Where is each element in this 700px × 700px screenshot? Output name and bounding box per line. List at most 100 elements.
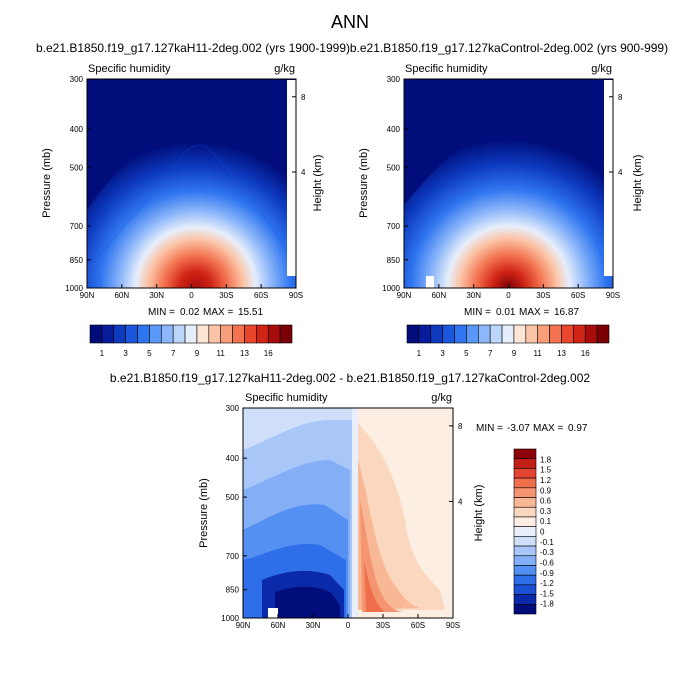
y-tick-label: 700 (387, 222, 401, 231)
colorbar-swatch (513, 324, 527, 344)
x-tick-label: 90N (397, 291, 412, 300)
y-tick-label: 500 (70, 164, 84, 173)
y-tick-label: 850 (226, 586, 240, 595)
panel-h11: b.e21.B1850.f19_g17.127kaH11-2deg.002 (y… (36, 41, 350, 358)
colorbar-swatch (149, 324, 162, 344)
y-right-tick-label: 4 (458, 497, 463, 506)
colorbar-label: -0.3 (540, 548, 554, 557)
panel-a-mid-layer (87, 144, 296, 288)
panel-c-yticks: 300 400 500 700 850 1000 8 4 90N 60N 30N 0 30S 60S 90S (221, 404, 463, 630)
colorbar-swatch (101, 324, 115, 344)
colorbar-label: 1.8 (540, 455, 552, 464)
x-tick-label: 0 (189, 291, 194, 300)
panel-b-top-dry-layer (404, 79, 613, 205)
y-tick-label: 700 (70, 222, 84, 231)
colorbar-label: -1.5 (540, 589, 554, 598)
y-tick-label: 400 (387, 125, 401, 134)
panel-a-right-mask (287, 80, 297, 276)
colorbar-label: 0.9 (540, 486, 552, 495)
colorbar-swatch (454, 324, 467, 344)
panel-a-ylabel-right: Height (km) (312, 155, 324, 212)
y-right-tick-label: 8 (458, 422, 463, 431)
panel-c-min-label: MIN = (476, 423, 503, 434)
colorbar-swatch (513, 574, 537, 586)
panel-a-yticks: 300 400 500 700 850 1000 8 4 90N 60N 30N 0 30S 60S 90S (65, 75, 306, 300)
x-tick-label: 30N (466, 291, 481, 300)
colorbar-label: 13 (240, 349, 249, 358)
colorbar-swatch (537, 324, 550, 344)
panel-a-right-string: g/kg (274, 63, 295, 75)
x-tick-label: 60S (411, 621, 425, 630)
colorbar-label: 3 (440, 349, 445, 358)
colorbar-swatch (513, 603, 537, 615)
colorbar-swatch (513, 477, 537, 489)
colorbar-swatch (525, 324, 539, 344)
panel-c-left-string: Specific humidity (245, 392, 328, 404)
panel-c-colorbar: 1.81.51.20.90.60.30.10-0.1-0.3-0.6-0.9-1… (513, 448, 554, 615)
panel-b-left-string: Specific humidity (405, 63, 488, 75)
colorbar-swatch (244, 324, 257, 344)
y-tick-label: 500 (387, 164, 401, 173)
panel-difference: b.e21.B1850.f19_g17.127kaH11-2deg.002 - … (110, 371, 590, 630)
colorbar-swatch (256, 324, 269, 344)
panel-control: b.e21.B1850.f19_g17.127kaControl-2deg.00… (350, 41, 668, 358)
y-tick-label: 1000 (221, 614, 239, 623)
x-tick-label: 90S (289, 291, 303, 300)
colorbar-swatch (513, 584, 537, 595)
panel-a-min-value: 0.02 (180, 307, 200, 318)
panel-b-min-value: 0.01 (496, 307, 516, 318)
colorbar-swatch (137, 324, 150, 344)
colorbar-label: 3 (123, 349, 128, 358)
colorbar-label: -0.6 (540, 558, 554, 567)
colorbar-swatch (89, 324, 103, 344)
colorbar-swatch (466, 324, 479, 344)
x-tick-label: 60N (271, 621, 286, 630)
colorbar-swatch (513, 516, 537, 527)
colorbar-swatch (430, 324, 443, 344)
y-tick-label: 1000 (382, 284, 400, 293)
panel-c-topo-mask (268, 608, 278, 618)
colorbar-label: 11 (534, 349, 543, 358)
y-tick-label: 850 (387, 256, 401, 265)
colorbar-swatch (489, 324, 503, 344)
panel-a-colorbar: 1 3 5 7 9 11 13 16 (89, 324, 293, 358)
colorbar-swatch (513, 458, 537, 469)
y-tick-label: 500 (226, 493, 240, 502)
panel-b-max-value: 16.87 (554, 307, 579, 318)
y-tick-label: 400 (226, 454, 240, 463)
colorbar-swatch (208, 324, 222, 344)
colorbar-swatch (584, 324, 598, 344)
panel-c-positive-0-9 (360, 500, 405, 612)
colorbar-swatch (513, 594, 537, 605)
colorbar-swatch (549, 324, 562, 344)
colorbar-label: 0 (540, 528, 545, 537)
x-tick-label: 30N (149, 291, 164, 300)
x-tick-label: 30N (306, 621, 321, 630)
colorbar-label: 13 (557, 349, 566, 358)
colorbar-swatch (513, 545, 537, 557)
colorbar-swatch (442, 324, 455, 344)
colorbar-label: 9 (512, 349, 517, 358)
panel-b-yticks: 300 400 500 700 850 1000 8 4 90N 60N 30N 0 30S 60S 90S (382, 75, 623, 300)
x-tick-label: 0 (506, 291, 511, 300)
panel-a-ylabel: Pressure (mb) (41, 148, 53, 218)
colorbar-swatch (184, 324, 198, 344)
x-tick-label: 90S (606, 291, 620, 300)
colorbar-swatch (513, 526, 537, 537)
colorbar-label: 5 (147, 349, 152, 358)
panel-c-ylabel-right: Height (km) (473, 485, 485, 542)
y-right-tick-label: 4 (301, 168, 306, 177)
colorbar-label: 11 (217, 349, 226, 358)
colorbar-swatch (596, 324, 610, 344)
panel-b-right-string: g/kg (591, 63, 612, 75)
colorbar-swatch (573, 324, 586, 344)
colorbar-swatch (418, 324, 432, 344)
colorbar-swatch (513, 565, 537, 576)
colorbar-swatch (513, 555, 537, 566)
colorbar-label: 1 (100, 349, 105, 358)
x-tick-label: 90N (80, 291, 95, 300)
y-tick-label: 400 (70, 125, 84, 134)
y-tick-label: 1000 (65, 284, 83, 293)
x-tick-label: 30S (376, 621, 390, 630)
